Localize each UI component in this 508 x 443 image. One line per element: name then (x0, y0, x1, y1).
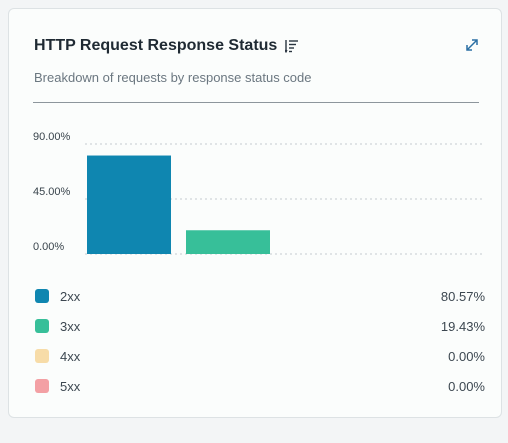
header-divider (33, 102, 479, 103)
legend-value: 80.57% (440, 288, 485, 304)
legend-swatch (35, 349, 49, 363)
legend-label: 4xx (60, 348, 81, 364)
bar-3xx[interactable] (186, 230, 270, 254)
legend-swatch (35, 289, 49, 303)
bar-2xx[interactable] (87, 155, 171, 254)
sort-lines-icon[interactable] (285, 39, 299, 53)
legend-item-5xx[interactable]: 5xx 0.00% (35, 371, 485, 401)
legend-label: 5xx (60, 378, 81, 394)
legend-swatch (35, 379, 49, 393)
legend-swatch (35, 319, 49, 333)
legend-label: 2xx (60, 288, 81, 304)
y-tick-label: 45.00% (33, 186, 71, 198)
legend-item-2xx[interactable]: 2xx 80.57% (35, 281, 485, 311)
bar-chart-svg: 90.00% 45.00% 0.00% (33, 131, 485, 255)
legend-value: 19.43% (440, 318, 485, 334)
card-title-row: HTTP Request Response Status (34, 37, 299, 55)
legend-value: 0.00% (448, 348, 485, 364)
y-tick-label: 0.00% (33, 241, 64, 253)
legend-value: 0.00% (448, 378, 485, 394)
legend-item-3xx[interactable]: 3xx 19.43% (35, 311, 485, 341)
card-title: HTTP Request Response Status (34, 37, 278, 54)
expand-arrows-icon[interactable] (464, 37, 480, 53)
bar-chart: 90.00% 45.00% 0.00% (33, 129, 485, 259)
card-subtitle: Breakdown of requests by response status… (34, 70, 312, 85)
legend-label: 3xx (60, 318, 81, 334)
y-tick-label: 90.00% (33, 131, 71, 143)
legend-item-4xx[interactable]: 4xx 0.00% (35, 341, 485, 371)
chart-legend: 2xx 80.57% 3xx 19.43% 4xx 0.00% 5xx 0.00% (35, 281, 485, 401)
chart-card: HTTP Request Response Status Breakdown o… (8, 8, 502, 418)
